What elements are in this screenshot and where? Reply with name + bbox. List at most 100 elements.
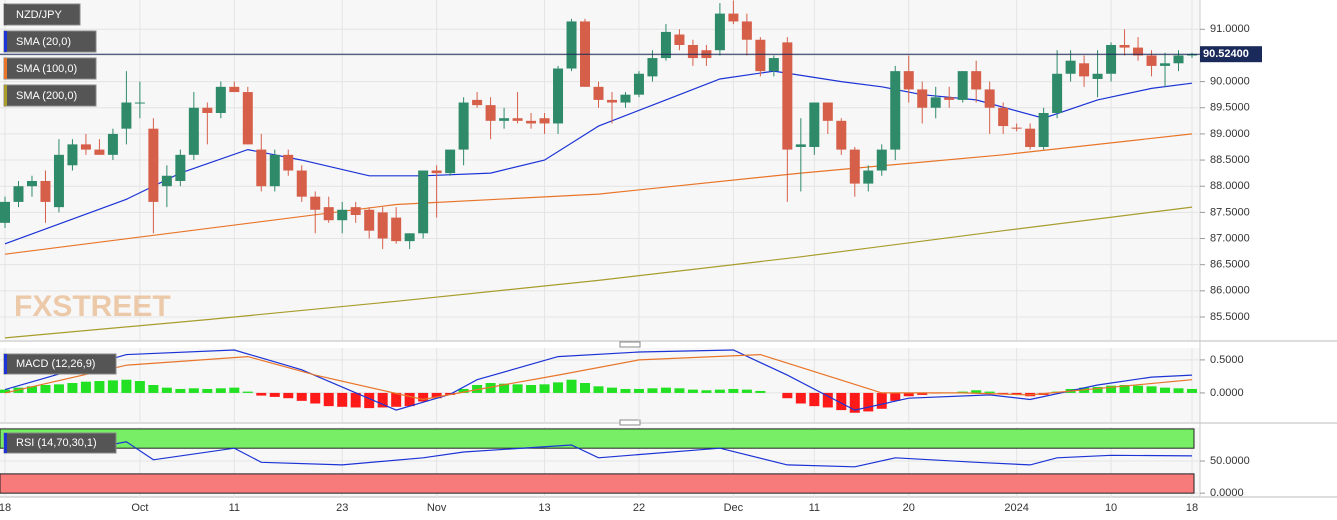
histogram-bar	[755, 390, 766, 393]
candle-body	[229, 86, 240, 93]
legend-label: NZD/JPY	[16, 9, 63, 21]
candle-body	[876, 149, 887, 171]
candle-body	[188, 107, 199, 155]
x-tick-label: 10	[1105, 502, 1117, 514]
panel-legend: RSI (14,70,30,1)	[3, 432, 117, 454]
histogram-bar	[782, 392, 793, 399]
last-price-label: 90.52400	[1203, 48, 1249, 60]
histogram-bar	[957, 391, 968, 393]
histogram-bar	[148, 385, 159, 393]
histogram-bar	[188, 388, 199, 393]
candle-body	[741, 21, 752, 40]
candle-body	[242, 92, 253, 145]
histogram-bar	[1092, 386, 1103, 393]
candle-body	[445, 149, 456, 174]
legend-swatch	[4, 354, 7, 374]
candle-body	[310, 196, 321, 210]
line	[4, 441, 1193, 468]
candle-body	[269, 154, 280, 187]
candle-body	[283, 154, 294, 171]
line	[4, 353, 1193, 401]
y-tick-label: 88.5000	[1210, 154, 1250, 166]
histogram-bar	[53, 384, 64, 393]
legend-swatch	[4, 433, 7, 453]
candle-body	[26, 180, 37, 187]
candle-body	[40, 180, 51, 202]
y-tick-label: 85.5000	[1210, 311, 1250, 323]
candle-body	[175, 154, 186, 181]
candle-body	[782, 42, 793, 150]
x-tick-label: 13	[538, 502, 550, 514]
panel-legend: MACD (12,26,9)	[3, 353, 117, 375]
histogram-bar	[229, 387, 240, 393]
candle-body	[984, 89, 995, 108]
histogram-bar	[876, 392, 887, 409]
candle-body	[1106, 44, 1117, 74]
x-tick-label: 22	[633, 502, 645, 514]
legend-swatch	[4, 58, 7, 79]
last-price-box	[1200, 46, 1262, 63]
legend-item: SMA (200,0)	[3, 84, 97, 107]
legend-label: SMA (20,0)	[16, 36, 71, 48]
y-tick-label: 0.0000	[1210, 387, 1244, 399]
candle-body	[1079, 63, 1090, 77]
x-tick-label: Oct	[131, 502, 148, 514]
x-tick-label: 18	[1186, 502, 1198, 514]
candle-body	[0, 201, 10, 223]
histogram-bar	[67, 383, 78, 393]
histogram-bar	[701, 390, 712, 393]
candle-body	[67, 144, 78, 166]
x-tick-label: 2024	[1004, 502, 1028, 514]
histogram-bar	[269, 392, 280, 397]
candle-body	[553, 68, 564, 124]
histogram-bar	[836, 392, 847, 411]
candle-body	[674, 34, 685, 45]
histogram-bar	[553, 382, 564, 393]
histogram-bar	[283, 392, 294, 399]
candle-body	[13, 186, 24, 202]
y-tick-label: 86.5000	[1210, 259, 1250, 271]
histogram-bar	[418, 392, 429, 402]
resize-handle[interactable]	[619, 341, 641, 348]
legend-item: SMA (100,0)	[3, 57, 97, 80]
candle-body	[134, 102, 145, 104]
candle-body	[1092, 73, 1103, 79]
histogram-bar	[580, 383, 591, 393]
x-tick-label: Nov	[427, 502, 447, 514]
histogram-bar	[215, 388, 226, 393]
histogram-bar	[741, 389, 752, 393]
histogram-bar	[863, 392, 874, 412]
histogram-bar	[633, 388, 644, 393]
x-tick-label: 11	[809, 502, 820, 514]
x-tick-label: 20	[903, 502, 915, 514]
resize-handle[interactable]	[619, 419, 641, 426]
candle-body	[714, 13, 725, 51]
legend-swatch	[4, 31, 7, 52]
legend-label: SMA (200,0)	[16, 90, 77, 102]
candle-body	[1052, 73, 1063, 113]
candle-body	[256, 149, 267, 187]
histogram-bar	[512, 384, 523, 393]
histogram-bar	[526, 385, 537, 393]
candle-body	[647, 58, 658, 77]
y-tick-label: 0.0000	[1210, 487, 1244, 499]
histogram-bar	[310, 392, 321, 404]
candle-body	[998, 107, 1009, 127]
candle-body	[485, 105, 496, 121]
y-tick-label: 0.5000	[1210, 354, 1244, 366]
candle-body	[687, 44, 698, 59]
histogram-bar	[606, 387, 617, 393]
histogram-bar	[0, 389, 10, 393]
candle-body	[526, 120, 537, 124]
candle-body	[809, 102, 820, 147]
candle-body	[418, 170, 429, 234]
candle-body	[1146, 55, 1157, 66]
y-tick-label: 91.0000	[1210, 23, 1250, 35]
histogram-bar	[849, 392, 860, 413]
candle-body	[606, 99, 617, 103]
candle-body	[971, 71, 982, 90]
legend-item: SMA (20,0)	[3, 30, 97, 53]
histogram-bar	[404, 392, 415, 407]
histogram-bar	[80, 381, 91, 393]
